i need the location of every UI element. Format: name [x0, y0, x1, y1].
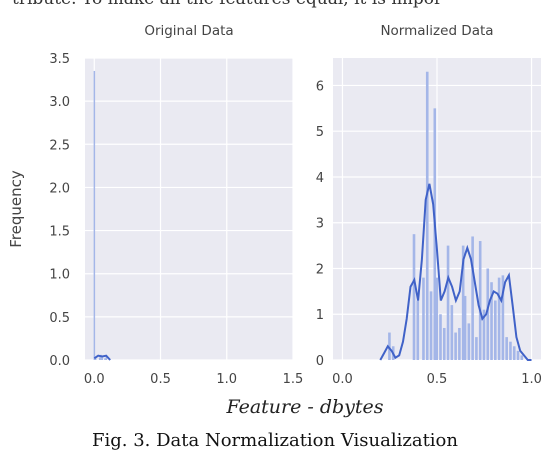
histogram-bar [501, 275, 505, 360]
y-tick-label: 3.5 [49, 52, 70, 67]
normalized-data-panel: 0.0 0.5 1.0 0 1 2 3 4 5 6 Normalized Data [316, 23, 542, 387]
x-tick-label: 0.0 [84, 372, 105, 387]
histogram-bar [516, 350, 520, 360]
histogram-bar [450, 305, 454, 360]
histogram-bar [490, 282, 493, 360]
histogram-bar [494, 300, 497, 360]
y-tick-label: 0 [316, 354, 324, 369]
y-tick-label: 6 [316, 79, 324, 94]
y-tick-label: 1 [316, 308, 324, 323]
histogram-bar [94, 357, 97, 360]
histogram-bar [435, 277, 439, 360]
histogram-bar [505, 337, 508, 360]
histogram-bar [497, 277, 501, 360]
x-tick-label: 1.5 [283, 372, 304, 387]
histogram-bar [520, 355, 524, 360]
histogram-bar [463, 295, 467, 360]
y-tick-label: 0.0 [49, 354, 70, 369]
kde-density-line [379, 183, 532, 361]
histogram-bar [104, 358, 106, 360]
histogram-bar [98, 357, 101, 360]
figure-caption: Fig. 3. Data Normalization Visualization [92, 430, 458, 450]
histogram-bar [100, 354, 102, 360]
chart-title: Original Data [144, 23, 233, 39]
y-tick-label: 3.0 [49, 95, 70, 110]
histogram-bar [454, 332, 457, 360]
histogram-bar [105, 355, 108, 360]
x-tick-label: 1.0 [216, 372, 237, 387]
histogram-bar [482, 309, 486, 360]
histogram-bar [458, 327, 461, 360]
histogram-bar [101, 357, 104, 360]
histogram-bar [478, 241, 482, 360]
y-tick-label: 2 [316, 262, 324, 277]
chart-title: Normalized Data [380, 23, 493, 39]
histogram-bar [429, 291, 433, 360]
y-tick-label: 5 [316, 125, 324, 140]
histogram-bar [509, 341, 512, 360]
x-axis-label: Feature - dbytes [225, 396, 383, 418]
histogram-bar [471, 236, 474, 360]
kde-density-line [93, 354, 111, 361]
histogram-bar [439, 314, 442, 360]
histogram-bar [422, 277, 425, 360]
histogram-bar [416, 300, 420, 360]
x-tick-label: 0.5 [150, 372, 171, 387]
histogram-bar [93, 70, 96, 360]
histogram-bar [475, 337, 478, 360]
y-tick-label: 1.5 [49, 225, 70, 240]
y-tick-label: 2.0 [49, 181, 70, 196]
histogram-bar [442, 327, 446, 360]
histogram-bar [412, 234, 416, 360]
histogram-bar [461, 245, 465, 360]
histogram-bar [467, 323, 471, 360]
y-tick-label: 0.5 [49, 311, 70, 326]
y-tick-label: 4 [316, 171, 324, 186]
y-axis-label: Frequency [7, 170, 25, 248]
y-tick-label: 1.0 [49, 268, 70, 283]
y-tick-label: 2.5 [49, 138, 70, 153]
x-tick-label: 0.5 [427, 372, 448, 387]
y-tick-label: 3 [316, 217, 324, 232]
histogram-bar [425, 71, 429, 361]
top-text: tribute. To make all the features equal,… [12, 0, 443, 9]
x-tick-label: 0.0 [332, 372, 353, 387]
plot-area [85, 58, 293, 360]
histogram-bar [446, 245, 450, 360]
histogram-bar [486, 268, 490, 360]
original-data-panel: 0.0 0.5 1.0 1.5 0.0 0.5 1.0 1.5 2.0 2.5 3.0 3.5 Orig… [7, 23, 303, 387]
x-tick-label: 1.0 [521, 372, 542, 387]
histogram-bar [512, 346, 516, 360]
histogram-bar [388, 332, 391, 360]
